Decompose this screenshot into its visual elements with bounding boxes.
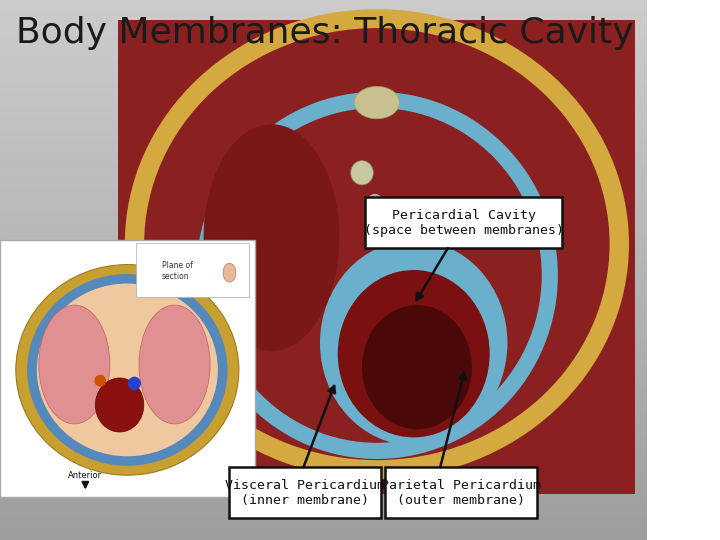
Ellipse shape bbox=[212, 108, 541, 443]
Ellipse shape bbox=[27, 274, 228, 465]
Ellipse shape bbox=[128, 377, 141, 390]
FancyBboxPatch shape bbox=[365, 197, 562, 248]
Ellipse shape bbox=[16, 265, 239, 475]
Ellipse shape bbox=[204, 124, 339, 351]
Ellipse shape bbox=[196, 92, 558, 459]
Ellipse shape bbox=[354, 86, 400, 119]
Ellipse shape bbox=[351, 160, 373, 185]
Ellipse shape bbox=[144, 28, 610, 460]
FancyBboxPatch shape bbox=[118, 20, 636, 494]
Ellipse shape bbox=[362, 305, 472, 429]
FancyBboxPatch shape bbox=[0, 240, 256, 497]
FancyBboxPatch shape bbox=[136, 243, 249, 297]
Text: Body Membranes: Thoracic Cavity: Body Membranes: Thoracic Cavity bbox=[16, 16, 634, 50]
Ellipse shape bbox=[223, 263, 236, 282]
Ellipse shape bbox=[125, 9, 629, 479]
Text: Pericardial Cavity
(space between membranes): Pericardial Cavity (space between membra… bbox=[364, 209, 564, 237]
FancyBboxPatch shape bbox=[230, 467, 382, 518]
Ellipse shape bbox=[139, 305, 210, 424]
Text: Parietal Pericardium
(outer membrane): Parietal Pericardium (outer membrane) bbox=[381, 479, 541, 507]
Text: Visceral Pericardium
(inner membrane): Visceral Pericardium (inner membrane) bbox=[225, 479, 385, 507]
Ellipse shape bbox=[320, 240, 508, 446]
Text: Anterior: Anterior bbox=[68, 470, 102, 480]
Ellipse shape bbox=[338, 270, 490, 437]
Ellipse shape bbox=[37, 284, 218, 456]
FancyBboxPatch shape bbox=[384, 467, 536, 518]
Ellipse shape bbox=[94, 375, 106, 387]
Ellipse shape bbox=[382, 224, 395, 240]
Ellipse shape bbox=[95, 378, 144, 432]
Ellipse shape bbox=[366, 194, 384, 217]
Text: Plane of
section: Plane of section bbox=[161, 261, 192, 281]
Ellipse shape bbox=[39, 305, 110, 424]
Ellipse shape bbox=[367, 235, 376, 245]
